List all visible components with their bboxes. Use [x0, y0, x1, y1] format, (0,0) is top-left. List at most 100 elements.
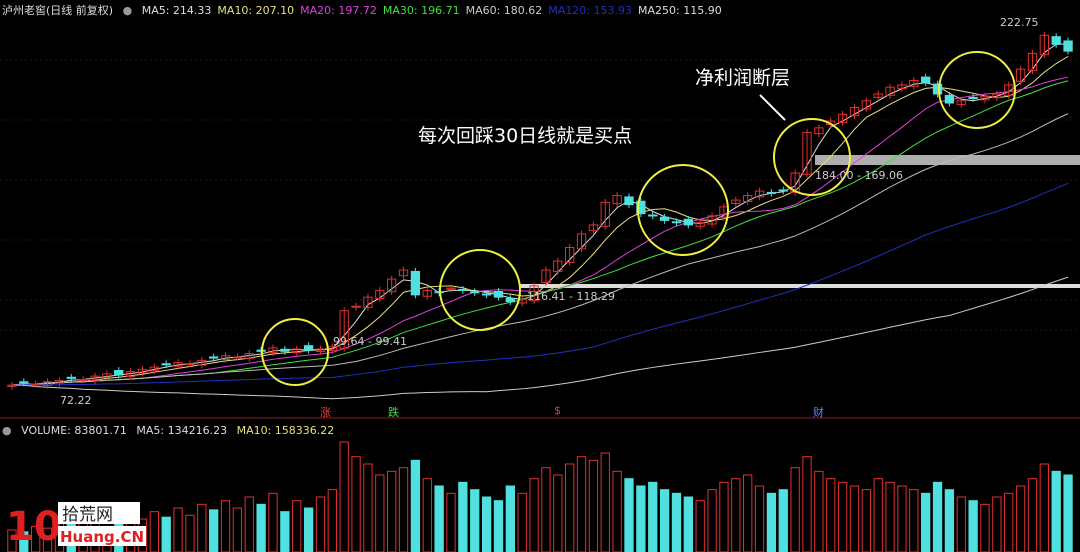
volume-bar	[1004, 492, 1014, 552]
candle-body	[956, 100, 966, 105]
ma-label-4: MA60: 180.62	[465, 4, 543, 17]
candle-body	[707, 215, 717, 225]
candle-body	[375, 289, 385, 299]
candle-body	[766, 191, 777, 194]
volume-bar	[303, 507, 314, 552]
candle-body	[541, 269, 551, 283]
highlight-circle	[773, 118, 851, 196]
candle-body	[66, 376, 76, 379]
candle-body	[1039, 34, 1049, 56]
settings-icon[interactable]: ●	[122, 4, 133, 17]
event-marker-4[interactable]: 财	[813, 406, 824, 419]
volume-bar	[944, 489, 955, 552]
candle-body	[197, 359, 207, 366]
volume-bar	[185, 514, 195, 552]
high-label: 222.75	[1000, 16, 1039, 29]
candle-body	[90, 375, 100, 382]
candle-body	[553, 260, 563, 272]
volume-ma10: MA10: 158336.22	[236, 424, 335, 437]
candle-body	[125, 371, 136, 377]
volume-bar	[624, 478, 634, 552]
volume-bar	[268, 492, 278, 552]
candle-body	[992, 93, 1002, 99]
ma20-line	[11, 76, 1069, 386]
volume-bar	[671, 492, 682, 552]
candle-body	[600, 201, 610, 227]
svg-text:拾荒网: 拾荒网	[62, 505, 113, 525]
volume-bar	[683, 496, 693, 552]
event-marker-1[interactable]: 涨	[320, 406, 331, 419]
candle-body	[861, 100, 871, 110]
candle-body	[303, 345, 314, 351]
volume-bar	[932, 481, 943, 552]
volume-bar	[410, 459, 421, 552]
candle-body	[232, 356, 243, 359]
ma-label-6: MA250: 115.90	[638, 4, 722, 17]
ma-label-2: MA20: 197.72	[300, 4, 377, 17]
candle-body	[220, 355, 231, 360]
candle-body	[778, 189, 788, 192]
ma120-line	[11, 182, 1069, 386]
volume-bar	[505, 485, 515, 552]
volume-settings-icon[interactable]: ●	[2, 424, 12, 437]
volume-bar	[837, 481, 848, 552]
volume-bar	[849, 485, 860, 552]
candle-body	[802, 131, 812, 175]
volume-bar	[980, 503, 990, 552]
volume-bar	[885, 481, 895, 552]
candle-body	[78, 379, 88, 382]
highlight-circle	[938, 51, 1016, 129]
event-marker-3[interactable]: $	[554, 404, 561, 417]
candle-body	[921, 76, 931, 84]
volume-bar	[695, 500, 705, 552]
volume-bar	[244, 496, 254, 552]
gap-band	[815, 155, 1080, 165]
candle-body	[1004, 84, 1014, 96]
candle-body	[7, 384, 17, 387]
volume-bar	[351, 456, 361, 552]
candle-body	[268, 347, 278, 354]
volume-bar	[802, 456, 812, 552]
ma60-line	[11, 113, 1069, 386]
candle-body	[612, 195, 622, 205]
candle-body	[695, 222, 705, 227]
volume-bar	[873, 478, 883, 552]
volume-bar	[446, 492, 456, 552]
volume-bar	[1015, 485, 1026, 552]
volume-bar	[814, 470, 824, 552]
ma-label-0: MA5: 214.33	[141, 4, 212, 17]
volume-bar	[434, 485, 444, 552]
volume-bar	[481, 496, 492, 552]
candle-body	[932, 83, 943, 95]
band-label-1: 99.64 - 99.41	[333, 335, 407, 348]
volume-bar	[149, 511, 159, 552]
event-marker-2[interactable]: 跌	[388, 406, 399, 419]
candle-body	[909, 79, 919, 87]
candle-body	[1051, 36, 1061, 45]
candle-body	[458, 288, 468, 291]
volume-bar	[42, 527, 53, 552]
volume-bar	[826, 478, 836, 552]
candle-body	[315, 348, 326, 353]
candle-body	[481, 293, 492, 296]
candle-body	[1015, 68, 1026, 83]
volume-bar	[909, 489, 919, 552]
candle-body	[897, 84, 907, 90]
candle-body	[446, 287, 456, 290]
volume-bar	[493, 500, 504, 552]
candle-body	[814, 127, 824, 135]
candle-body	[387, 278, 397, 293]
volume-bar	[576, 456, 587, 552]
volume-bar	[600, 452, 610, 552]
volume-bar	[292, 500, 302, 552]
volume-bar	[707, 489, 717, 552]
candle-body	[754, 190, 765, 198]
volume-bar	[387, 470, 397, 552]
volume-bar	[280, 511, 290, 552]
candle-body	[636, 200, 646, 215]
volume-bar	[743, 474, 753, 552]
volume-bar	[921, 492, 931, 552]
candle-body	[980, 95, 990, 101]
